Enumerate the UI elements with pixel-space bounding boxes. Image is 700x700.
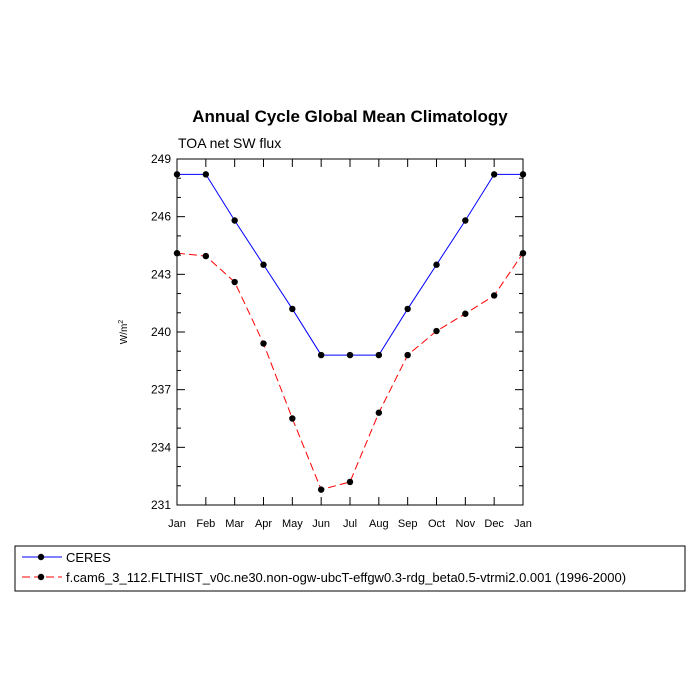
y-tick-label: 240 [151,325,171,339]
x-tick-label: Jul [343,518,357,530]
series-1-point [346,478,354,486]
y-axis-label-superscript: 2 [118,320,125,324]
series-line-0 [177,173,523,356]
y-tick-label: 231 [151,498,171,512]
series-1-point [375,409,383,416]
chart-title: Annual Cycle Global Mean Climatology [192,107,508,126]
x-tick-label: Jun [312,518,330,530]
legend-label-1: f.cam6_3_112.FLTHIST_v0c.ne30.non-ogw-ub… [66,570,626,585]
series-1-point [404,351,411,359]
series-0-point [346,351,354,359]
series-0-point [289,305,296,313]
chart-subtitle: TOA net SW flux [178,135,281,151]
legend: CERES f.cam6_3_112.FLTHIST_v0c.ne30.non-o… [22,550,626,585]
x-tick-label: Mar [225,518,244,530]
x-tick-label: May [282,518,303,530]
series-0-point [404,305,411,313]
series-1-point [231,278,238,286]
y-tick-label: 249 [151,152,171,166]
x-tick-labels: Jan Feb Mar Apr May Jun Jul Aug Sep Oct Nov Dec Jan [168,518,532,530]
y-tick-labels: 231 234 237 240 243 246 249 [151,152,171,512]
x-tick-label: Aug [369,518,389,530]
series-1-point [317,486,325,493]
y-axis-label: W/m2 [118,320,130,345]
series-0-point [317,351,325,359]
x-tick-label: Feb [196,518,215,530]
series-1-point [490,292,498,299]
series-1-point [433,327,440,335]
series-1-point [202,252,210,260]
legend-marker-1 [37,573,45,581]
plot-frame [176,158,524,506]
series-1-point [462,310,469,317]
y-tick-label: 243 [151,267,171,281]
x-tick-label: Jan [514,518,532,530]
x-tick-label: Sep [398,518,418,530]
y-tick-label: 246 [151,210,171,224]
series-0-point [202,171,210,178]
series-0-point [375,351,383,359]
x-tick-label: Apr [255,518,272,530]
legend-box [14,545,686,592]
x-tick-label: Jan [168,518,186,530]
y-tick-label: 234 [151,440,171,454]
x-tick-label: Dec [484,518,504,530]
legend-marker-0 [37,553,45,561]
x-tick-label: Oct [428,518,445,530]
y-axis-label-base: W/m [119,324,130,345]
series-0-point [231,217,238,224]
series-0-point [490,171,498,178]
series-layer [173,171,527,493]
x-tick-label: Nov [456,518,476,530]
series-1-point [260,340,267,347]
series-0-point [260,261,267,268]
series-1-point [289,415,296,422]
series-0-point [433,261,440,268]
series-0-point [462,217,469,224]
series-line-1 [176,252,524,491]
y-tick-label: 237 [151,383,171,397]
legend-label-0: CERES [66,550,111,565]
